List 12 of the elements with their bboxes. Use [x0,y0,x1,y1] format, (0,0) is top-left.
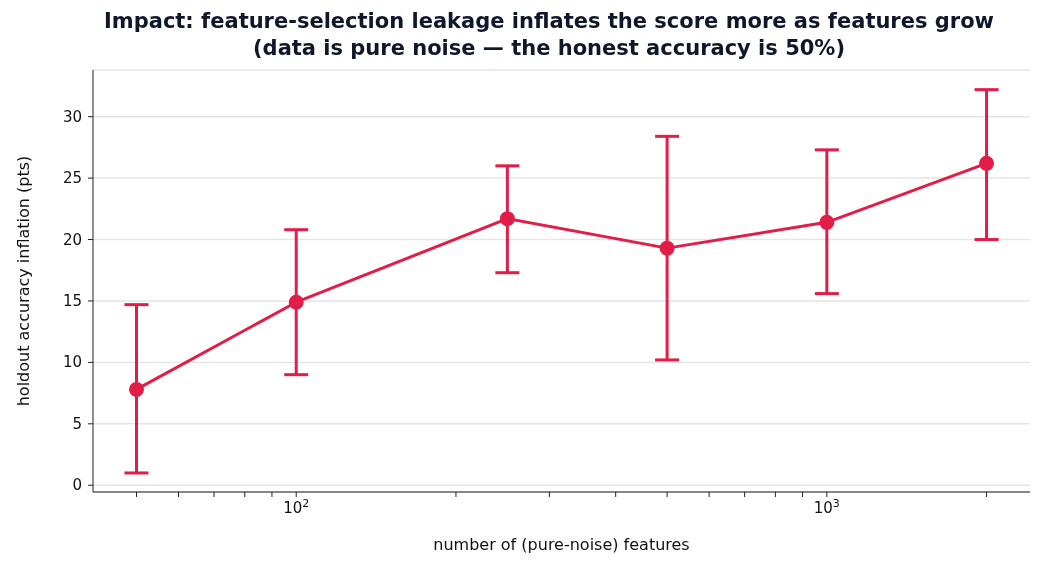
y-tick-label: 0 [72,476,82,495]
y-tick-label: 5 [72,414,82,433]
y-tick-label: 30 [62,107,82,126]
y-tick-label: 25 [62,169,82,188]
y-tick-label: 15 [62,291,82,310]
y-tick-label: 20 [62,230,82,249]
x-axis-title: number of (pure-noise) features [433,535,690,554]
x-tick-label: 10$^{2}$ [283,496,310,517]
y-axis-title: holdout accuracy inflation (pts) [13,155,33,407]
x-tick-label: 10$^{3}$ [813,496,840,517]
chart-title: Impact: feature-selection leakage inflates the score more as features grow (data is pure noise — the honest accuracy is 50%) [103,8,995,62]
y-tick-label: 10 [62,353,82,372]
